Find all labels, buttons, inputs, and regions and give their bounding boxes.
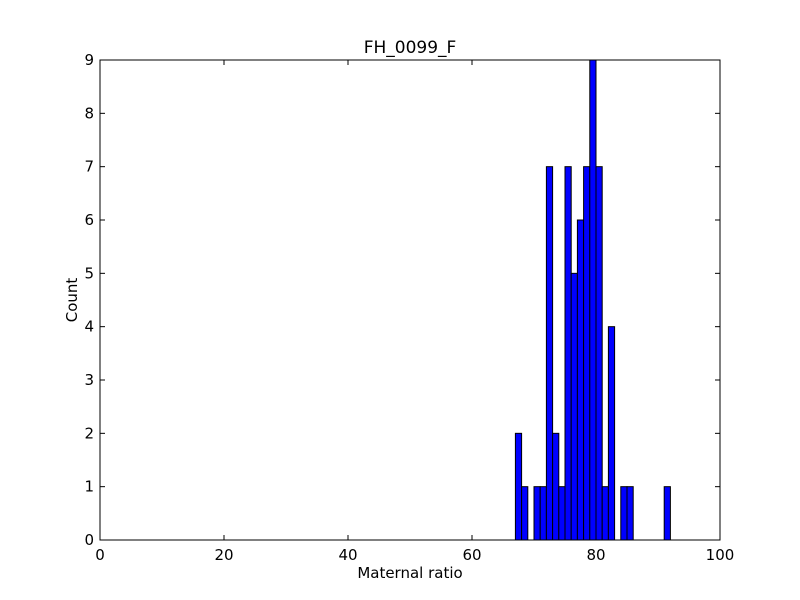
histogram-bar bbox=[514, 432, 523, 541]
histogram-bar bbox=[583, 166, 591, 541]
x-tick-label: 0 bbox=[95, 546, 105, 564]
x-tick-label: 80 bbox=[586, 546, 605, 564]
histogram-bar bbox=[626, 486, 634, 541]
y-tick-label: 7 bbox=[84, 158, 94, 176]
histogram-bar bbox=[576, 219, 585, 541]
y-axis-label: Count bbox=[63, 278, 81, 323]
histogram-bar bbox=[595, 166, 603, 541]
x-tick-label: 100 bbox=[706, 546, 735, 564]
histogram-bar bbox=[539, 486, 547, 541]
plot-frame bbox=[99, 59, 721, 541]
plot-background bbox=[100, 60, 720, 540]
histogram-bar bbox=[552, 432, 560, 541]
histogram-bar bbox=[663, 486, 671, 541]
histogram-bar bbox=[589, 59, 597, 541]
histogram-bar bbox=[607, 326, 616, 541]
y-tick-label: 5 bbox=[84, 264, 94, 282]
x-axis-ticks: 0 20 40 60 80 100 bbox=[95, 60, 734, 564]
y-tick-label: 6 bbox=[84, 211, 94, 229]
y-tick-label: 0 bbox=[84, 531, 94, 549]
histogram-bar bbox=[545, 166, 554, 541]
y-tick-label: 3 bbox=[84, 371, 94, 389]
y-tick-label: 1 bbox=[84, 478, 94, 496]
y-tick-label: 9 bbox=[84, 51, 94, 69]
histogram-bar bbox=[558, 486, 566, 541]
histogram-bar bbox=[533, 486, 541, 541]
chart-title: FH_0099_F bbox=[364, 38, 457, 58]
histogram-bar bbox=[620, 486, 628, 541]
histogram-bar bbox=[564, 166, 572, 541]
x-tick-label: 60 bbox=[462, 546, 481, 564]
x-tick-label: 20 bbox=[214, 546, 233, 564]
y-axis-ticks: 0 1 2 3 4 5 6 7 8 9 bbox=[84, 51, 720, 549]
y-tick-label: 8 bbox=[84, 104, 94, 122]
y-tick-label: 2 bbox=[84, 424, 94, 442]
x-tick-label: 40 bbox=[338, 546, 357, 564]
y-tick-label: 4 bbox=[84, 318, 94, 336]
histogram-bar bbox=[521, 486, 529, 541]
histogram-bar bbox=[570, 272, 578, 541]
x-axis-label: Maternal ratio bbox=[357, 564, 462, 582]
histogram-bar bbox=[601, 486, 609, 541]
